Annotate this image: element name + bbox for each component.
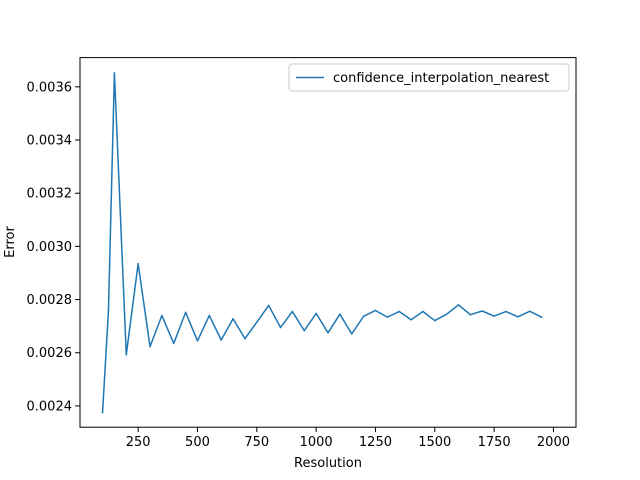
plot-area — [101, 72, 543, 414]
data-point — [386, 316, 389, 318]
data-point — [327, 332, 329, 334]
data-point — [517, 316, 519, 318]
data-point — [505, 310, 507, 313]
data-point — [291, 310, 294, 313]
data-point — [398, 310, 400, 313]
data-point — [196, 340, 199, 342]
axes-frame — [79, 57, 577, 428]
y-tick-label: 0.0032 — [27, 187, 73, 202]
data-point — [481, 310, 484, 312]
y-tick-label: 0.0028 — [27, 293, 73, 308]
y-tick-label: 0.0024 — [27, 399, 73, 414]
y-tick-label: 0.0034 — [27, 134, 73, 149]
data-point — [279, 326, 282, 329]
data-point — [267, 304, 270, 307]
y-tick-label: 0.0030 — [27, 240, 73, 255]
data-point — [113, 72, 116, 74]
y-axis: 0.0024 0.0026 0.0028 0.0030 0.0032 0.0034 0.00… — [27, 80, 80, 414]
data-point — [161, 314, 163, 317]
data-point — [457, 304, 460, 306]
x-tick-label: 1500 — [418, 435, 451, 450]
y-tick-label: 0.0026 — [27, 346, 73, 361]
data-point — [220, 339, 222, 341]
data-point — [445, 313, 448, 315]
data-point — [339, 313, 341, 315]
data-point — [540, 316, 543, 318]
x-tick-label: 1250 — [359, 435, 392, 450]
data-point — [493, 315, 495, 317]
x-tick-label: 2000 — [537, 435, 570, 450]
data-point — [362, 315, 365, 318]
legend: confidence_interpolation_nearest — [288, 63, 570, 92]
data-point — [374, 309, 377, 312]
data-point — [315, 312, 317, 315]
data-point — [101, 411, 104, 414]
data-point — [244, 337, 246, 340]
data-point — [528, 310, 531, 313]
data-point — [172, 342, 175, 345]
data-point — [149, 345, 151, 348]
x-axis-label: Resolution — [294, 456, 362, 471]
x-tick-label: 1000 — [300, 435, 333, 450]
data-point — [410, 319, 412, 321]
x-axis: 250 500 750 1000 1250 1500 1750 2000 — [126, 427, 570, 450]
y-tick-label: 0.0036 — [27, 80, 73, 95]
data-point — [125, 353, 128, 356]
data-point — [350, 333, 353, 335]
data-point — [107, 309, 110, 311]
data-point — [137, 262, 139, 265]
x-tick-label: 1750 — [478, 435, 511, 450]
data-point — [303, 329, 306, 332]
y-axis-label: Error — [3, 226, 18, 258]
data-point — [208, 314, 211, 317]
data-point — [434, 319, 436, 322]
legend-box — [288, 63, 570, 92]
x-tick-label: 750 — [244, 435, 269, 450]
x-tick-label: 500 — [185, 435, 210, 450]
data-point — [232, 317, 234, 320]
x-tick-label: 250 — [126, 435, 151, 450]
data-point — [256, 321, 258, 323]
data-point — [184, 311, 187, 314]
data-point — [469, 313, 472, 316]
legend-label: confidence_interpolation_nearest — [333, 71, 549, 86]
data-point — [422, 310, 424, 313]
